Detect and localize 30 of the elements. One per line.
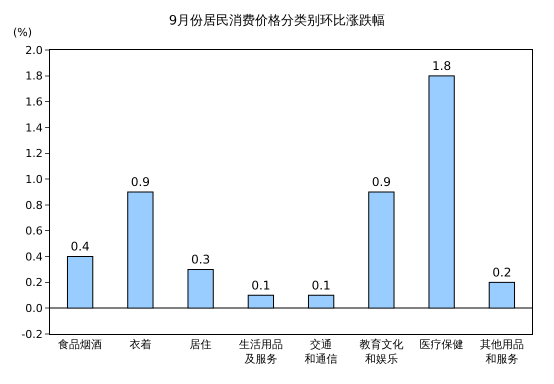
data-label: 0.1 (312, 278, 331, 292)
y-tick-label: 1.2 (25, 147, 43, 160)
data-label: 0.9 (372, 175, 391, 189)
data-label: 1.8 (432, 58, 452, 73)
x-tick-label: 居住 (190, 338, 212, 352)
x-tick-label: 食品烟酒 (58, 338, 102, 352)
y-tick-label: -0.2 (21, 328, 43, 341)
y-tick-label: 1.6 (25, 95, 43, 108)
y-tick-label: 0.8 (25, 198, 43, 212)
y-tick-label: 0.2 (25, 276, 43, 290)
y-tick-label: 1.0 (25, 172, 43, 186)
data-label: 0.2 (492, 265, 512, 280)
y-axis-title: (%) (13, 26, 32, 39)
data-label: 0.3 (191, 252, 210, 266)
x-tick-label: 生活用品及服务 (238, 338, 283, 366)
data-label: 0.1 (251, 278, 270, 292)
x-tick-label: 衣着 (129, 338, 152, 352)
chart-title: 9月份居民消费价格分类别环比涨跌幅 (168, 13, 386, 28)
y-tick-label: 1.4 (25, 121, 43, 134)
data-label: 0.9 (130, 175, 150, 189)
data-label: 0.4 (70, 240, 90, 254)
x-tick-label: 医疗保健 (420, 338, 464, 352)
y-tick-label: 0.0 (25, 302, 43, 316)
x-tick-label: 其他用品和服务 (480, 338, 524, 366)
x-tick-label: 教育文化和娱乐 (359, 338, 404, 366)
y-tick-label: 0.4 (25, 250, 43, 264)
x-tick-label: 交通和通信 (304, 338, 338, 366)
y-tick-label: 2.0 (25, 44, 43, 57)
y-tick-label: 0.6 (25, 224, 43, 238)
y-tick-label: 1.8 (25, 70, 43, 83)
